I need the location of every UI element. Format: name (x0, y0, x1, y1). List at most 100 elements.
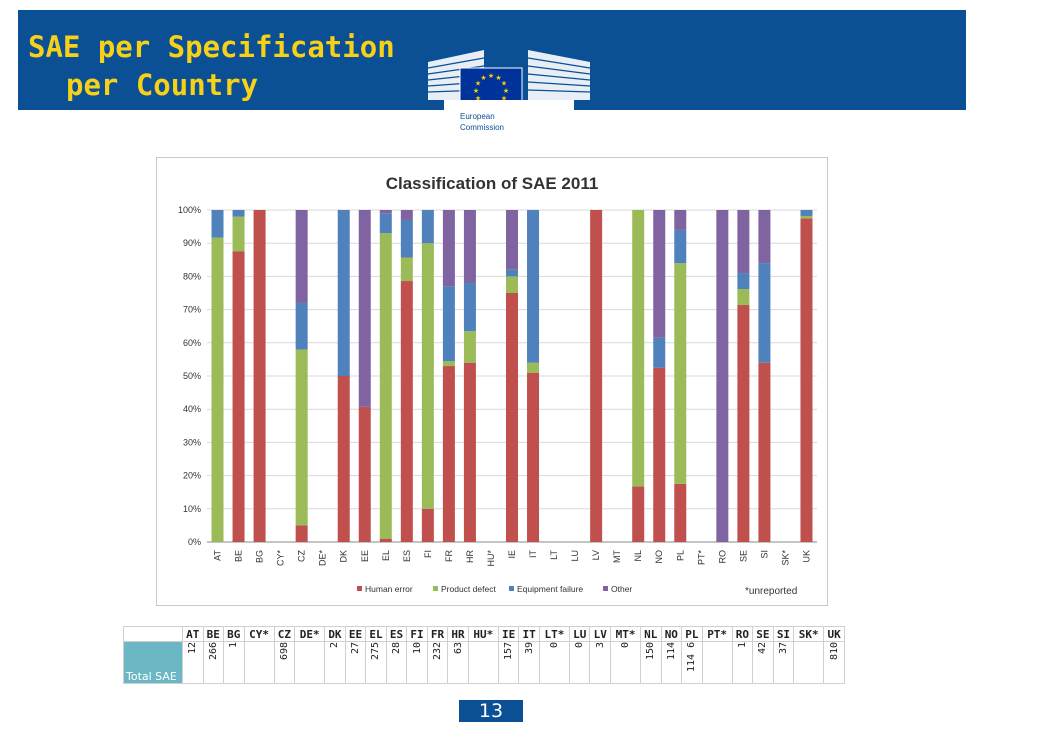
bar-segment (590, 210, 603, 542)
table-cell (701, 641, 733, 684)
y-tick-label: 30% (183, 437, 201, 447)
bar-segment (421, 508, 434, 542)
eu-star-icon: ★ (488, 72, 494, 80)
bar-segment (758, 210, 771, 264)
legend-label: Equipment failure (517, 584, 583, 594)
table-cell-value: 266 (207, 642, 219, 661)
bar-segment (442, 361, 455, 367)
bar-segment (358, 406, 371, 542)
table-cell (793, 641, 825, 684)
table-cell-value: 810 (828, 642, 840, 661)
bar-segment (400, 219, 413, 258)
table-cell-value: 27 (349, 642, 361, 655)
table-cell-value: 0 (620, 642, 632, 649)
chart-title: Classification of SAE 2011 (386, 174, 599, 193)
y-tick-label: 90% (183, 238, 201, 248)
bar-segment (758, 263, 771, 363)
eu-star-icon: ★ (475, 95, 481, 103)
table-row: Total SAE 12 266 1 698 2 27 275 28 10 232 63 157 39 0 0… (123, 641, 845, 684)
eu-star-icon: ★ (501, 80, 507, 88)
bar-segment (463, 210, 476, 284)
x-tick-label: EE (360, 550, 370, 562)
x-tick-label: IT (528, 549, 538, 558)
row-label: Total SAE (123, 641, 183, 684)
table-cell-value: 157 (503, 642, 515, 661)
european-commission-logo: ★★★★★★★★★★★★ European Commission (427, 50, 591, 140)
bar-segment (737, 273, 750, 290)
bar-segment (653, 337, 666, 368)
table-cell: 10 (406, 641, 428, 684)
table-cell: 12 (182, 641, 204, 684)
y-tick-label: 50% (183, 371, 201, 381)
x-tick-label: LV (591, 550, 601, 560)
table-cell: 28 (385, 641, 408, 684)
bar-segment (211, 210, 224, 238)
bar-segment (506, 276, 518, 293)
x-tick-label: SI (759, 550, 769, 559)
y-tick-label: 20% (183, 471, 201, 481)
bar-segment (506, 269, 518, 277)
table-column-header: CY* (243, 626, 275, 642)
table-cell: 27 (344, 641, 367, 684)
y-tick-label: 70% (183, 305, 201, 315)
table-cell: 114 6 (681, 641, 703, 684)
title-line-2: per Country (66, 68, 259, 102)
bar-segment (527, 210, 540, 363)
bar-segment (421, 243, 434, 509)
table-column-header: NO (660, 626, 683, 642)
table-column-header: EL (365, 626, 387, 642)
bar-segment (632, 210, 645, 487)
x-tick-label: AT (213, 550, 223, 561)
x-tick-label: BG (255, 550, 265, 563)
table-cell: 3 (589, 641, 611, 684)
table-cell-value: 698 (278, 642, 290, 661)
bar-segment (758, 362, 771, 542)
y-tick-label: 40% (183, 404, 201, 414)
table-cell-value: 1 (228, 642, 240, 649)
table-cell: 37 (772, 641, 795, 684)
table-corner-cell (123, 626, 183, 642)
x-tick-label: CZ (297, 550, 307, 562)
y-tick-label: 80% (183, 271, 201, 281)
x-tick-label: BE (234, 550, 244, 562)
bar-segment (800, 218, 813, 543)
table-cell: 0 (609, 641, 642, 684)
table-column-header: RO (731, 626, 754, 642)
bar-segment (295, 349, 308, 526)
x-tick-label: LU (570, 550, 580, 562)
bar-segment (674, 483, 687, 542)
x-tick-label: NO (654, 550, 664, 564)
eu-star-icon: ★ (473, 87, 479, 95)
legend-label: Product defect (441, 584, 496, 594)
table-cell: 1 (223, 641, 245, 684)
bar-segment (653, 210, 666, 338)
x-tick-label: MT (612, 550, 622, 563)
table-column-header: SE (752, 626, 774, 642)
table-cell-value: 0 (548, 642, 560, 649)
bar-segment (463, 362, 476, 542)
table-column-header: LU (568, 626, 591, 642)
eu-star-icon: ★ (475, 80, 481, 88)
table-cell-value: 12 (187, 642, 199, 655)
bar-segment (400, 257, 413, 282)
eu-star-icon: ★ (480, 74, 486, 82)
y-tick-label: 0% (188, 537, 201, 547)
x-tick-label: NL (633, 550, 643, 562)
y-tick-label: 60% (183, 338, 201, 348)
table-cell-value: 275 (370, 642, 382, 661)
table-column-header: PT* (701, 626, 733, 642)
bar-segment (337, 210, 350, 376)
table-cell: 2 (324, 641, 346, 684)
table-cell-value: 0 (574, 642, 586, 649)
bar-segment (527, 372, 540, 542)
bar-segment (442, 210, 455, 287)
table-cell: 232 (426, 641, 449, 684)
bar-segment (421, 210, 434, 244)
legend-swatch (603, 586, 608, 591)
legend-label: Other (611, 584, 632, 594)
table-column-header: BE (202, 626, 225, 642)
table-cell-value: 63 (452, 642, 464, 655)
table-cell (243, 641, 275, 684)
bar-segment (506, 210, 518, 270)
x-tick-label: LT (549, 550, 559, 560)
